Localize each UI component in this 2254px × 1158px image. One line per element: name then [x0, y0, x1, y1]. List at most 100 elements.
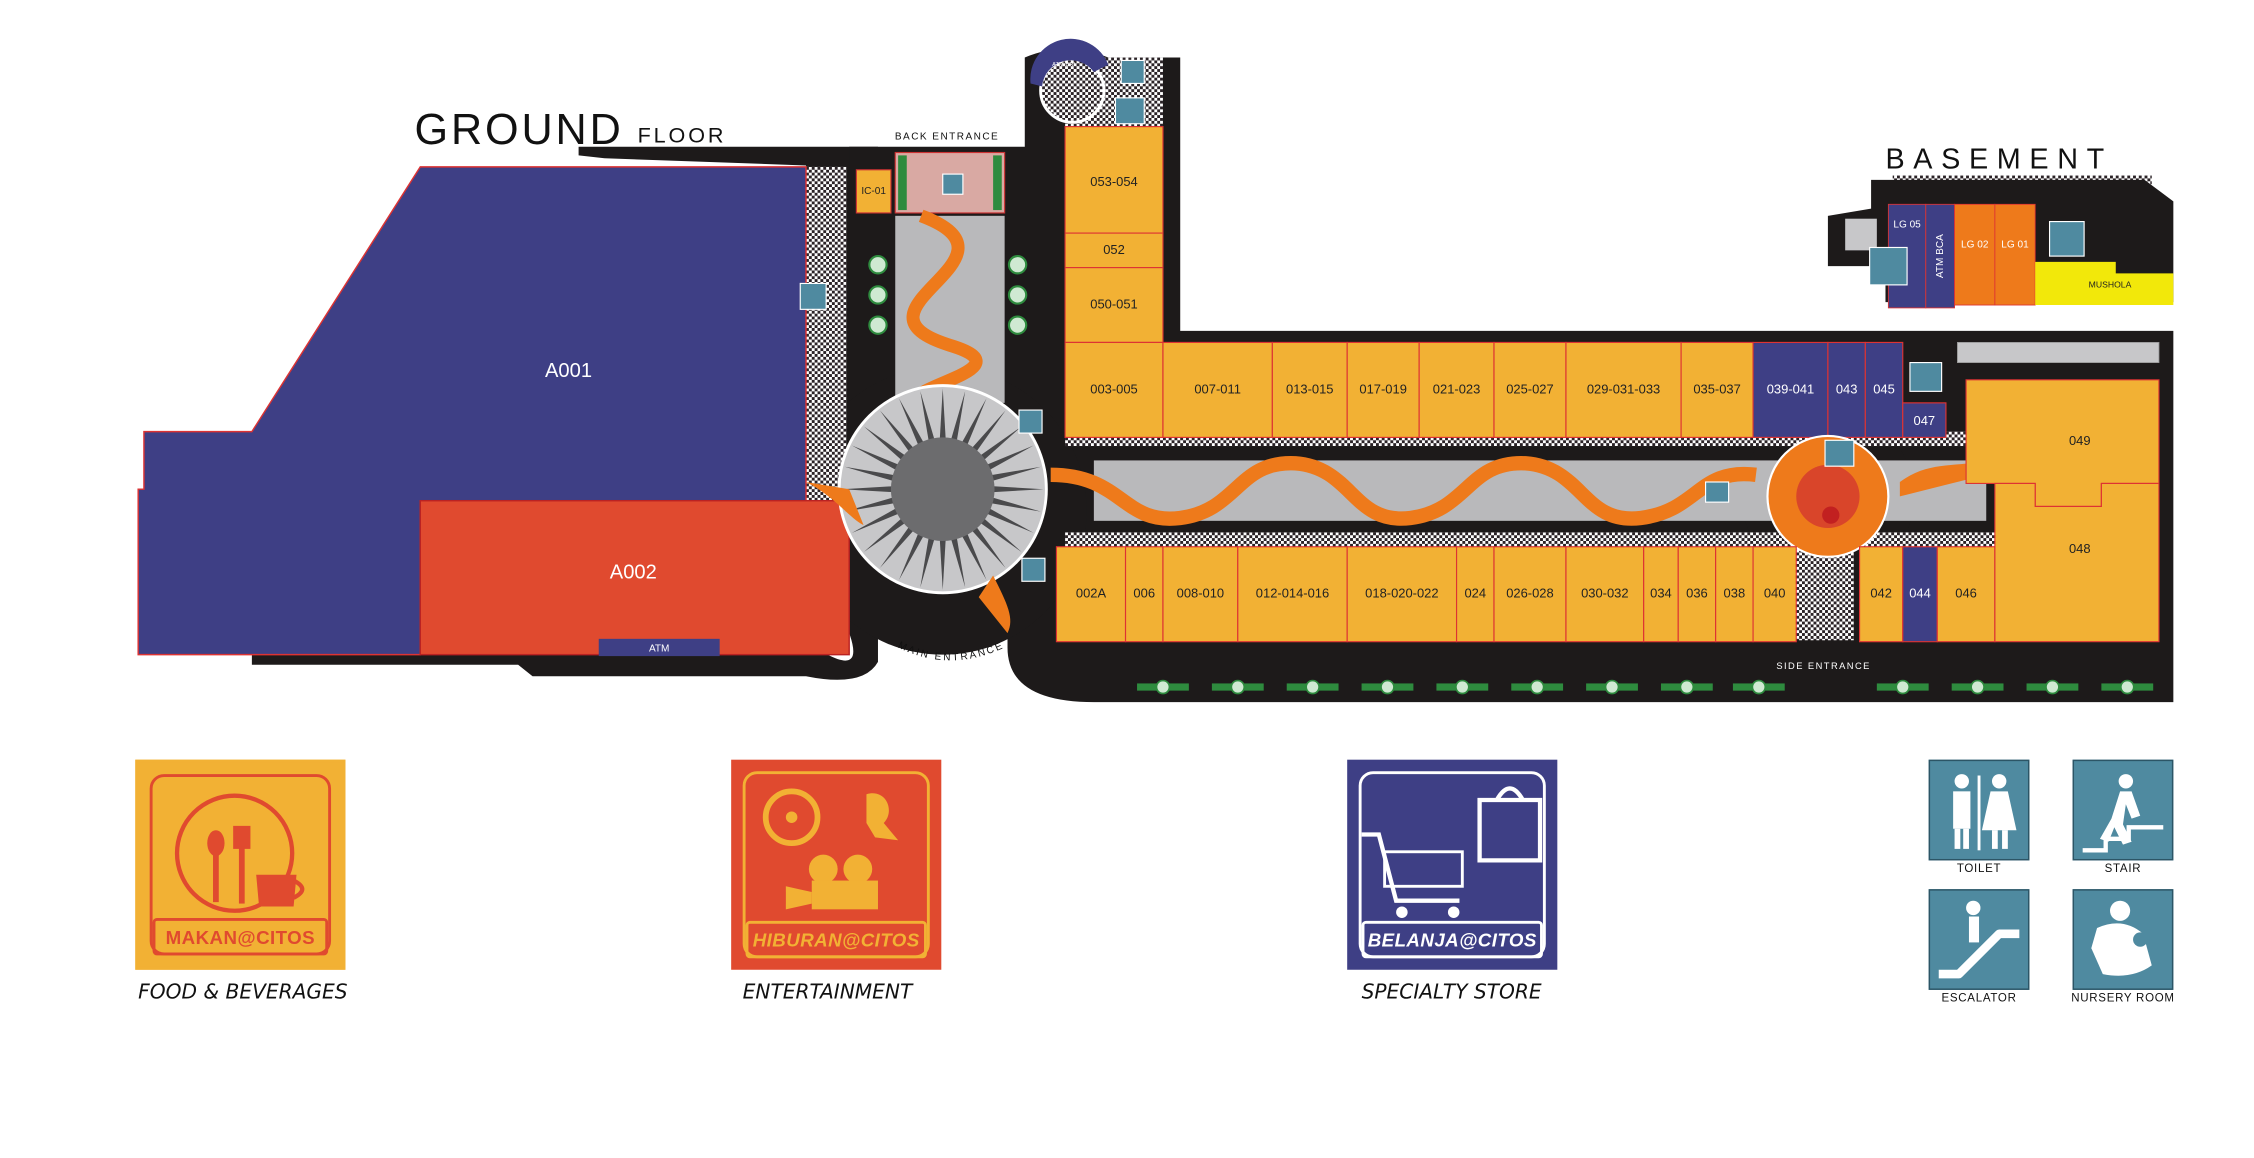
sunburst-spike	[961, 531, 987, 580]
planter	[1679, 679, 1695, 695]
bottom-row-east-unit[interactable]	[1858, 546, 1904, 643]
bottom-row-unit[interactable]	[1124, 546, 1164, 643]
toilet-legend-icon	[1928, 759, 2030, 861]
top-row-unit[interactable]	[1162, 341, 1273, 438]
sunburst-spike	[970, 525, 1006, 568]
unit-047[interactable]	[1902, 402, 1947, 438]
planter	[2045, 679, 2060, 695]
food-icon	[174, 793, 305, 913]
unit-053-054[interactable]	[1064, 126, 1164, 234]
bottom-row-unit[interactable]	[1565, 546, 1645, 643]
sunburst-spike	[979, 517, 1022, 552]
stair-icon-atrium-bottom[interactable]	[1021, 557, 1046, 582]
top-row-unit-label: 025-027	[1506, 381, 1553, 396]
unit-a002[interactable]	[419, 499, 850, 656]
top-row-unit-label: 003-005	[1090, 381, 1137, 396]
top-row-unit[interactable]	[1064, 341, 1164, 438]
top-row-unit[interactable]	[1864, 341, 1904, 438]
unit-lg01[interactable]	[1994, 203, 2036, 306]
legend-food-caption: FOOD & BEVERAGES	[138, 981, 348, 1005]
back-entrance-door-left	[898, 155, 907, 211]
bottom-row-unit-label: 040	[1764, 586, 1786, 601]
unit-ic01-label: IC-01	[861, 186, 886, 197]
escalator-icon-east[interactable]	[1704, 481, 1730, 503]
atm-bri-kiosk[interactable]	[1030, 38, 1109, 87]
bottom-row-unit-label: 006	[1133, 586, 1155, 601]
bottom-row-unit[interactable]	[1455, 546, 1495, 643]
bottom-row-unit[interactable]	[1752, 546, 1797, 643]
unit-050-051[interactable]	[1064, 267, 1164, 344]
planter	[2119, 679, 2135, 695]
sunburst-spike	[985, 507, 1034, 533]
bottom-row-unit[interactable]	[1493, 546, 1567, 643]
atm-kiosk[interactable]	[598, 638, 720, 657]
mushola[interactable]	[2035, 261, 2174, 306]
top-row-unit-label: 045	[1873, 381, 1895, 396]
basement-title: BASEMENT	[1885, 143, 2112, 175]
bottom-row-unit[interactable]	[1162, 546, 1239, 643]
bottom-row-unit-label: 030-032	[1581, 586, 1628, 601]
bottom-row-unit[interactable]	[1715, 546, 1754, 643]
top-row-unit-label: 035-037	[1693, 381, 1740, 396]
bottom-row-unit-label: 038	[1724, 586, 1746, 601]
unit-053-054-label: 053-054	[1090, 174, 1137, 189]
planters-south	[1137, 679, 2154, 695]
bottom-row-unit[interactable]	[1643, 546, 1679, 643]
top-row-unit-label: 039-041	[1767, 381, 1814, 396]
toilet-icon-basement[interactable]	[1869, 246, 1908, 286]
unit-lg02[interactable]	[1954, 203, 1996, 306]
sunburst-spike	[844, 497, 896, 512]
top-row-unit[interactable]	[1271, 341, 1348, 438]
top-row-unit[interactable]	[1418, 341, 1495, 438]
bottom-row-unit[interactable]	[1346, 546, 1458, 643]
back-entrance-door-right	[993, 155, 1002, 211]
bottom-row-unit-label: 012-014-016	[1256, 586, 1329, 601]
unit-a001[interactable]	[137, 166, 807, 656]
escalator-legend-icon	[1928, 889, 2030, 990]
bottom-row-unit-label: 036	[1686, 586, 1708, 601]
bottom-row-unit[interactable]	[1237, 546, 1348, 643]
toilet-icon-north[interactable]	[1114, 97, 1145, 125]
top-row-unit[interactable]	[1565, 341, 1682, 438]
top-row-unit[interactable]	[1493, 341, 1567, 438]
bottom-row-unit-label: 008-010	[1177, 586, 1224, 601]
unit-047-label: 047	[1914, 413, 1936, 428]
atrium-flare-left	[806, 481, 864, 526]
toilet-icon-047[interactable]	[1909, 362, 1943, 392]
toilet-legend-caption: TOILET	[1956, 861, 2002, 875]
stair-icon-atrium-top[interactable]	[1018, 409, 1043, 434]
planters-north	[868, 255, 1028, 335]
top-row-unit[interactable]	[1680, 341, 1754, 438]
top-row-unit[interactable]	[1752, 341, 1829, 438]
escalator-icon[interactable]	[799, 282, 827, 310]
sunburst-spike	[989, 466, 1041, 482]
corridor-wave	[1050, 456, 1757, 526]
sunburst-spike	[864, 426, 907, 462]
top-row-unit[interactable]	[1827, 341, 1866, 438]
bottom-row-east-unit[interactable]	[1936, 546, 1996, 643]
bottom-row-units: 002A 006 008-010 012-014-016 018-020-022 024 0…	[1055, 546, 1996, 643]
stair-legend-icon	[2072, 759, 2174, 861]
bottom-row-east-unit[interactable]	[1902, 546, 1938, 643]
ground-floor-title: GROUND	[415, 106, 624, 154]
unit-049-label: 049	[2069, 433, 2091, 448]
toilet-icon-east[interactable]	[1824, 439, 1855, 467]
unit-ic01[interactable]	[855, 169, 892, 214]
sunburst-spike	[939, 537, 946, 590]
sunburst-spike	[898, 398, 925, 447]
sunburst-spike	[979, 426, 1022, 462]
top-row-unit-label: 017-019	[1359, 381, 1406, 396]
top-row-unit-label: 043	[1836, 381, 1858, 396]
stair-icon-north[interactable]	[1120, 59, 1145, 85]
planter	[1895, 679, 1911, 695]
unit-048-label: 048	[2069, 541, 2091, 556]
sunburst-spike	[920, 536, 935, 588]
unit-052[interactable]	[1064, 232, 1164, 269]
stair-icon[interactable]	[942, 173, 964, 195]
unit-lg02-label: LG 02	[1961, 239, 1989, 250]
planter	[1529, 679, 1545, 695]
sunburst-spike	[989, 497, 1041, 512]
sunburst-spike	[950, 536, 966, 588]
unit-048[interactable]	[1994, 482, 2160, 643]
stair-icon-basement[interactable]	[2048, 220, 2085, 257]
